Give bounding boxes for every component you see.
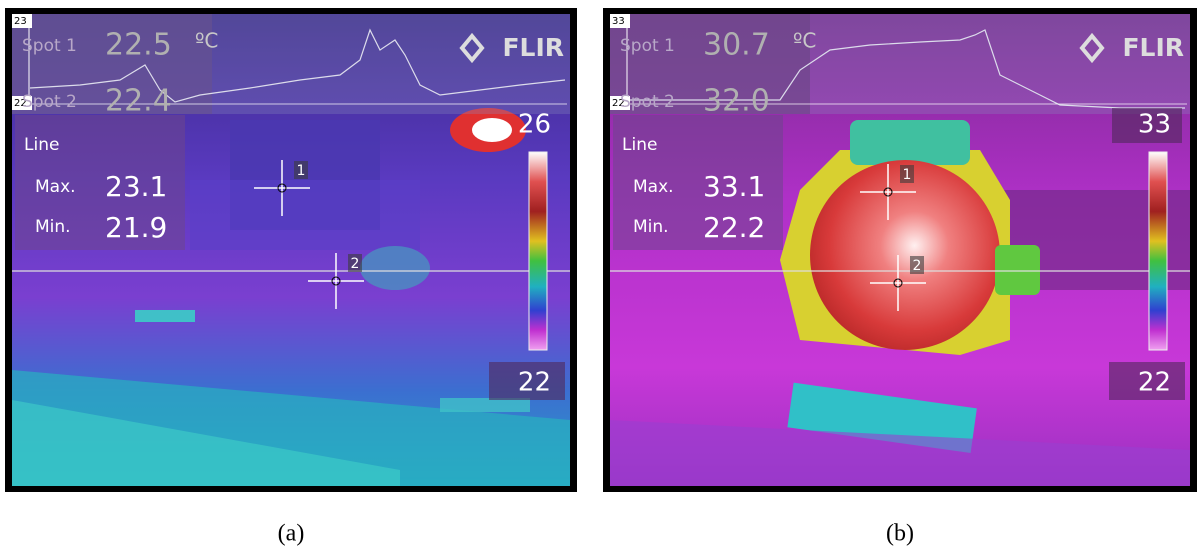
graph-max: 33	[612, 16, 625, 27]
figure: 2322Spot 122.5Spot 222.4ºCFLIRLineMax.23…	[0, 0, 1202, 550]
spot-label: Spot 2	[22, 92, 77, 112]
max-value: 23.1	[105, 170, 167, 203]
max-value: 33.1	[703, 170, 765, 203]
logo: FLIR	[502, 33, 564, 62]
scale-max: 26	[518, 110, 551, 140]
scene-shape	[440, 398, 530, 412]
spot-value: 22.4	[105, 84, 172, 119]
marker-label: 1	[297, 163, 306, 179]
min-label: Min.	[35, 217, 71, 237]
marker-label: 1	[903, 167, 912, 183]
min-value: 22.2	[703, 211, 765, 244]
scene-shape	[360, 246, 430, 290]
graph-band	[12, 14, 570, 114]
unit: ºC	[195, 29, 218, 53]
graph-max: 23	[14, 16, 27, 27]
spot-label: Spot 2	[620, 92, 675, 112]
line-title: Line	[24, 135, 59, 155]
caption: (b)	[886, 521, 914, 547]
scene-shape	[190, 180, 420, 250]
color-scale	[1149, 152, 1167, 350]
motor-shaft	[995, 245, 1040, 295]
spot-value: 30.7	[703, 28, 770, 63]
line-title: Line	[622, 135, 657, 155]
marker-label: 2	[351, 256, 360, 272]
spot-value: 32.0	[703, 84, 770, 119]
max-label: Max.	[633, 177, 674, 197]
spot-label: Spot 1	[22, 36, 77, 56]
unit: ºC	[793, 29, 816, 53]
caption: (a)	[278, 521, 305, 547]
page: {"panels": [ {"graph_max": "23", "graph_…	[0, 0, 1202, 550]
scale-max: 33	[1138, 110, 1171, 140]
hotspot	[472, 118, 512, 142]
scale-min: 22	[518, 368, 551, 398]
spot-value: 22.5	[105, 28, 172, 63]
min-label: Min.	[633, 217, 669, 237]
motor-top	[850, 120, 970, 165]
spot-label: Spot 1	[620, 36, 675, 56]
graph-band	[610, 14, 1190, 114]
motor-hot	[810, 160, 1000, 350]
color-scale	[529, 152, 547, 350]
logo: FLIR	[1122, 33, 1184, 62]
max-label: Max.	[35, 177, 76, 197]
marker-label: 2	[913, 258, 922, 274]
scene-shape	[135, 310, 195, 322]
scale-min: 22	[1138, 368, 1171, 398]
min-value: 21.9	[105, 211, 167, 244]
